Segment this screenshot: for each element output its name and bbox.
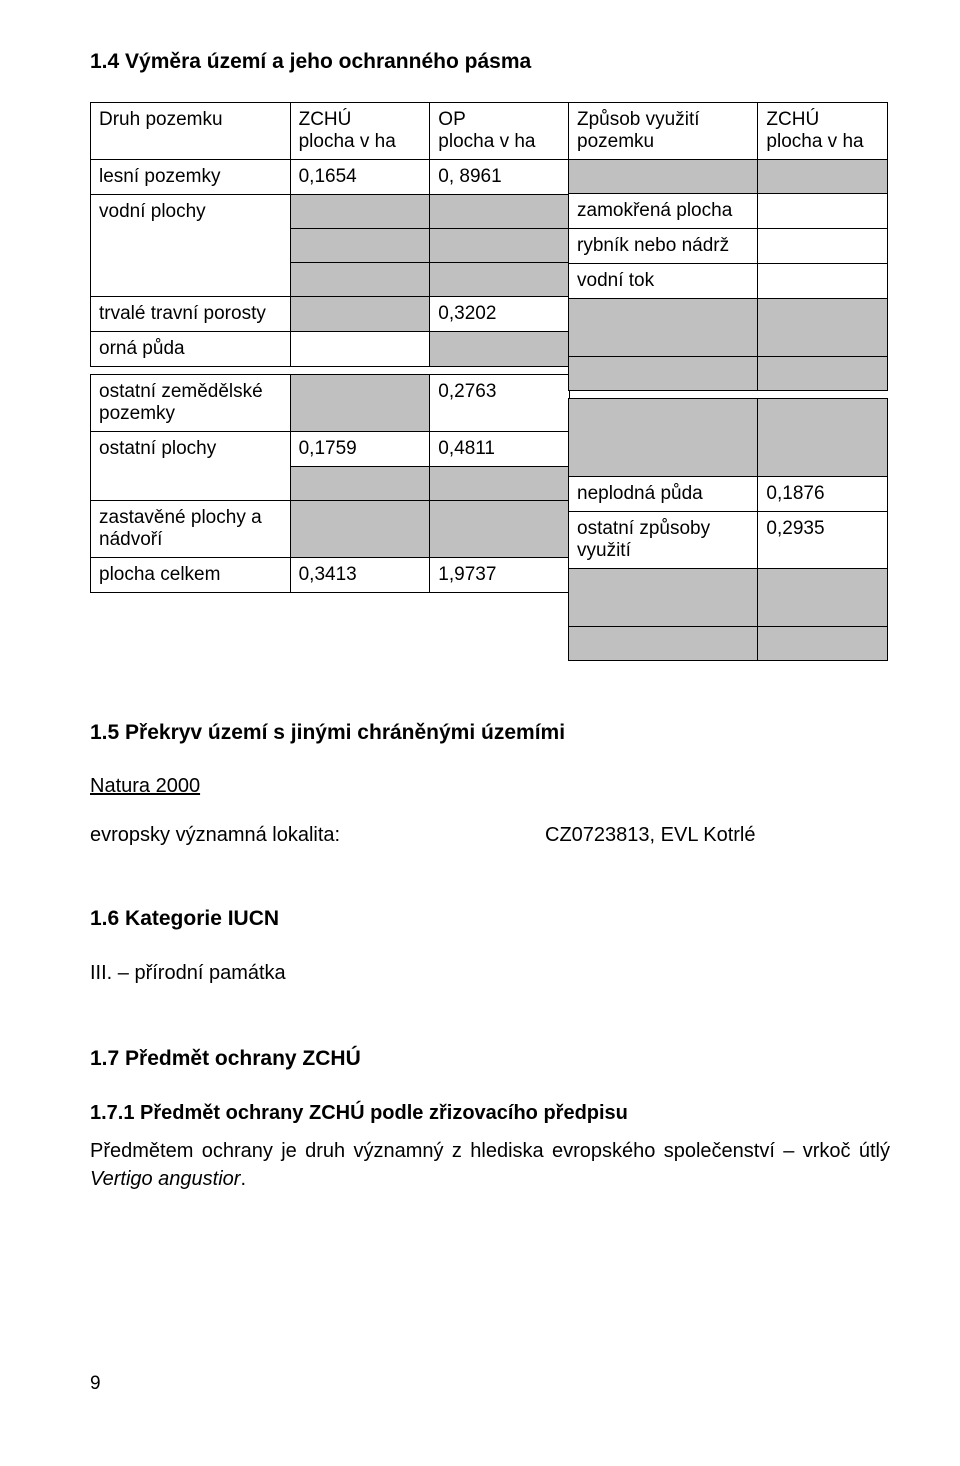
table-cell: 0,1654	[290, 160, 430, 195]
table-cell	[430, 195, 570, 229]
table-header: OP plocha v ha	[430, 103, 570, 160]
table-cell	[290, 332, 430, 367]
table-cell	[430, 229, 570, 263]
table-cell: 0,2935	[758, 512, 888, 569]
table-cell	[290, 195, 430, 229]
table-cell	[758, 229, 888, 264]
table-cell: 0,3202	[430, 297, 570, 332]
table-cell: plocha celkem	[91, 558, 291, 593]
table-cell: ostatní způsoby využití	[569, 512, 758, 569]
section-1-7-body: Předmětem ochrany je druh významný z hle…	[90, 1137, 890, 1193]
locality-label: evropsky významná lokalita:	[90, 824, 545, 847]
table-cell	[569, 160, 758, 194]
table-cell: ostatní zemědělské pozemky	[91, 375, 291, 432]
natura-label: Natura 2000	[90, 775, 890, 798]
body-post: .	[240, 1168, 246, 1190]
table-cell	[430, 263, 570, 297]
table-cell: trvalé travní porosty	[91, 297, 291, 332]
table-cell	[290, 375, 430, 432]
table-cell: 1,9737	[430, 558, 570, 593]
table-cell: 0,3413	[290, 558, 430, 593]
table-cell: lesní pozemky	[91, 160, 291, 195]
table-cell	[569, 627, 758, 661]
table-cell	[758, 399, 888, 477]
table-cell: rybník nebo nádrž	[569, 229, 758, 264]
table-cell	[758, 299, 888, 357]
locality-row: evropsky významná lokalita: CZ0723813, E…	[90, 824, 890, 847]
table-cell	[758, 357, 888, 391]
section-1-6-title: 1.6 Kategorie IUCN	[90, 907, 890, 931]
table-cell: orná půda	[91, 332, 291, 367]
right-table: Způsob využití pozemkuZCHÚ plocha v haza…	[568, 102, 888, 661]
table-cell	[290, 229, 430, 263]
table-cell	[290, 263, 430, 297]
section-1-5-title: 1.5 Překryv území s jinými chráněnými úz…	[90, 721, 890, 745]
table-cell: neplodná půda	[569, 477, 758, 512]
table-cell: zastavěné plochy a nádvoří	[91, 501, 291, 558]
table-cell	[290, 501, 430, 558]
table-cell: 0, 8961	[430, 160, 570, 195]
table-header: Druh pozemku	[91, 103, 291, 160]
table-cell: 0,1759	[290, 432, 430, 467]
section-1-7-title: 1.7 Předmět ochrany ZCHÚ	[90, 1047, 890, 1071]
table-cell	[569, 299, 758, 357]
section-1-4-title: 1.4 Výměra území a jeho ochranného pásma	[90, 50, 890, 74]
table-header: ZCHÚ plocha v ha	[758, 103, 888, 160]
locality-value: CZ0723813, EVL Kotrlé	[545, 824, 890, 847]
table-cell: vodní plochy	[91, 195, 291, 297]
table-header: ZCHÚ plocha v ha	[290, 103, 430, 160]
table-cell: vodní tok	[569, 264, 758, 299]
table-cell: zamokřená plocha	[569, 194, 758, 229]
table-cell: ostatní plochy	[91, 432, 291, 501]
table-header: Způsob využití pozemku	[569, 103, 758, 160]
page: 1.4 Výměra území a jeho ochranného pásma…	[0, 0, 960, 1435]
body-italic: Vertigo angustior	[90, 1168, 240, 1190]
table-cell	[290, 467, 430, 501]
table-cell	[430, 467, 570, 501]
table-cell	[569, 399, 758, 477]
table-cell: 0,4811	[430, 432, 570, 467]
body-pre: Předmětem ochrany je druh významný z hle…	[90, 1140, 890, 1162]
left-table: Druh pozemkuZCHÚ plocha v haOP plocha v …	[90, 102, 570, 593]
table-cell	[430, 501, 570, 558]
table-cell	[758, 160, 888, 194]
table-cell	[569, 569, 758, 627]
table-cell: 0,1876	[758, 477, 888, 512]
table-cell	[758, 264, 888, 299]
table-cell: 0,2763	[430, 375, 570, 432]
section-1-6-text: III. – přírodní památka	[90, 959, 890, 987]
table-cell	[758, 569, 888, 627]
table-cell	[430, 332, 570, 367]
table-cell	[290, 297, 430, 332]
table-cell	[569, 357, 758, 391]
table-cell	[758, 627, 888, 661]
tables-wrap: Druh pozemkuZCHÚ plocha v haOP plocha v …	[90, 102, 890, 661]
section-1-7-1-title: 1.7.1 Předmět ochrany ZCHÚ podle zřizova…	[90, 1099, 890, 1127]
page-number: 9	[90, 1373, 890, 1395]
table-cell	[758, 194, 888, 229]
